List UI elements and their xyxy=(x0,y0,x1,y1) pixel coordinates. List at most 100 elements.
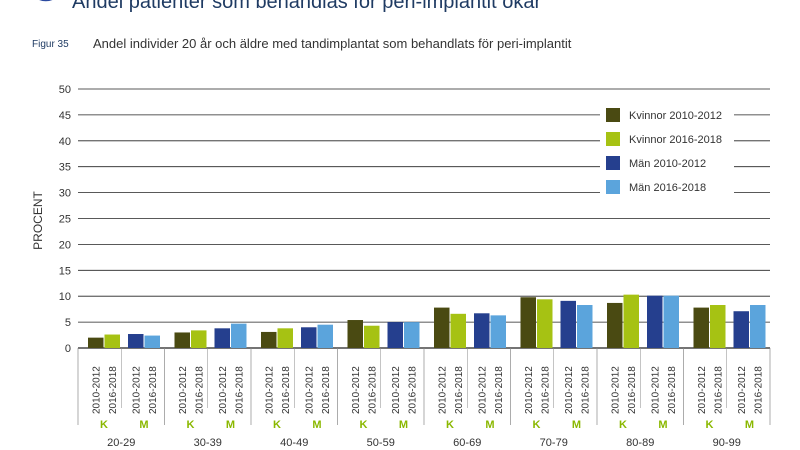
category-label-80-89: 80-89 xyxy=(626,437,654,449)
period-label: 2016-2018 xyxy=(281,366,292,414)
bar-30-39-män-2016-2018 xyxy=(231,323,247,348)
period-label: 2010-2012 xyxy=(650,366,661,414)
period-label: 2010-2012 xyxy=(437,366,448,414)
bar-50-59-män-2010-2012 xyxy=(387,322,403,348)
sex-label-M: M xyxy=(485,419,494,431)
bar-60-69-män-2010-2012 xyxy=(474,313,490,348)
bar-50-59-kvinnor-2016-2018 xyxy=(364,325,380,348)
bar-20-29-män-2016-2018 xyxy=(144,335,160,348)
sex-label-M: M xyxy=(658,419,667,431)
category-label-30-39: 30-39 xyxy=(194,437,222,449)
period-label: 2010-2012 xyxy=(178,366,189,414)
bar-70-79-män-2010-2012 xyxy=(560,300,576,348)
bar-90-99-kvinnor-2016-2018 xyxy=(710,305,726,348)
bar-90-99-män-2010-2012 xyxy=(733,311,749,348)
period-label: 2016-2018 xyxy=(580,366,591,414)
category-label-40-49: 40-49 xyxy=(280,437,308,449)
legend-label-0: Kvinnor 2010-2012 xyxy=(629,110,722,122)
y-tick-label-35: 35 xyxy=(59,162,71,174)
category-label-60-69: 60-69 xyxy=(453,437,481,449)
figure-caption: Andel individer 20 år och äldre med tand… xyxy=(93,36,572,51)
bar-40-49-kvinnor-2016-2018 xyxy=(277,328,293,348)
y-tick-label-40: 40 xyxy=(59,136,71,148)
period-label: 2016-2018 xyxy=(540,366,551,414)
y-tick-label-5: 5 xyxy=(65,317,71,329)
bar-30-39-kvinnor-2016-2018 xyxy=(191,330,207,348)
period-label: 2016-2018 xyxy=(667,366,678,414)
bar-20-29-kvinnor-2016-2018 xyxy=(104,334,120,348)
period-label: 2010-2012 xyxy=(391,366,402,414)
legend-label-3: Män 2016-2018 xyxy=(629,182,706,194)
bar-50-59-kvinnor-2010-2012 xyxy=(347,320,363,348)
bar-70-79-kvinnor-2016-2018 xyxy=(537,299,553,348)
y-tick-label-15: 15 xyxy=(59,265,71,277)
sex-label-K: K xyxy=(360,419,368,431)
sex-label-K: K xyxy=(533,419,541,431)
bar-20-29-kvinnor-2010-2012 xyxy=(88,337,104,348)
period-label: 2016-2018 xyxy=(234,366,245,414)
period-label: 2016-2018 xyxy=(454,366,465,414)
y-tick-label-50: 50 xyxy=(59,84,71,96)
bar-90-99-män-2016-2018 xyxy=(750,305,766,348)
bar-60-69-kvinnor-2016-2018 xyxy=(450,313,466,348)
period-label: 2016-2018 xyxy=(367,366,378,414)
legend-swatch-0 xyxy=(606,108,620,122)
bar-70-79-män-2016-2018 xyxy=(577,305,593,348)
sex-label-K: K xyxy=(706,419,714,431)
period-label: 2016-2018 xyxy=(407,366,418,414)
category-label-90-99: 90-99 xyxy=(713,437,741,449)
period-label: 2010-2012 xyxy=(131,366,142,414)
sex-label-M: M xyxy=(312,419,321,431)
bar-50-59-män-2016-2018 xyxy=(404,322,420,348)
bar-40-49-män-2016-2018 xyxy=(317,324,333,348)
bar-60-69-män-2016-2018 xyxy=(490,315,506,348)
y-tick-label-0: 0 xyxy=(65,343,71,355)
sex-label-M: M xyxy=(745,419,754,431)
bar-20-29-män-2010-2012 xyxy=(128,334,144,348)
period-label: 2010-2012 xyxy=(264,366,275,414)
sex-label-K: K xyxy=(273,419,281,431)
period-label: 2016-2018 xyxy=(713,366,724,414)
legend-swatch-1 xyxy=(606,132,620,146)
period-label: 2010-2012 xyxy=(91,366,102,414)
y-tick-label-20: 20 xyxy=(59,239,71,251)
figure-label: Figur 35 xyxy=(32,39,69,50)
logo-icon xyxy=(39,0,53,2)
bar-90-99-kvinnor-2010-2012 xyxy=(693,307,709,348)
sex-label-M: M xyxy=(572,419,581,431)
bar-70-79-kvinnor-2010-2012 xyxy=(520,297,536,348)
bar-40-49-män-2010-2012 xyxy=(301,327,317,348)
period-label: 2016-2018 xyxy=(108,366,119,414)
y-tick-label-30: 30 xyxy=(59,188,71,200)
y-tick-label-10: 10 xyxy=(59,291,71,303)
legend-background xyxy=(600,104,734,202)
page-heading: Andel patienter som behandlas för peri-i… xyxy=(72,0,542,13)
bar-80-89-kvinnor-2010-2012 xyxy=(607,302,623,348)
period-label: 2010-2012 xyxy=(477,366,488,414)
sex-label-M: M xyxy=(226,419,235,431)
period-label: 2016-2018 xyxy=(321,366,332,414)
bar-30-39-kvinnor-2010-2012 xyxy=(174,332,190,348)
legend-swatch-3 xyxy=(606,180,620,194)
sex-label-K: K xyxy=(619,419,627,431)
period-label: 2016-2018 xyxy=(194,366,205,414)
sex-label-K: K xyxy=(446,419,454,431)
period-label: 2016-2018 xyxy=(148,366,159,414)
legend-label-2: Män 2010-2012 xyxy=(629,158,706,170)
period-label: 2010-2012 xyxy=(304,366,315,414)
period-label: 2010-2012 xyxy=(524,366,535,414)
sex-label-K: K xyxy=(187,419,195,431)
sex-label-M: M xyxy=(399,419,408,431)
sex-label-M: M xyxy=(139,419,148,431)
y-tick-label-45: 45 xyxy=(59,110,71,122)
period-label: 2016-2018 xyxy=(494,366,505,414)
bar-40-49-kvinnor-2010-2012 xyxy=(261,331,277,348)
period-label: 2010-2012 xyxy=(737,366,748,414)
period-label: 2010-2012 xyxy=(351,366,362,414)
sex-label-K: K xyxy=(100,419,108,431)
bar-80-89-män-2016-2018 xyxy=(663,295,679,348)
y-tick-label-25: 25 xyxy=(59,214,71,226)
y-axis-title: PROCENT xyxy=(31,190,45,249)
bar-80-89-kvinnor-2016-2018 xyxy=(623,294,639,348)
